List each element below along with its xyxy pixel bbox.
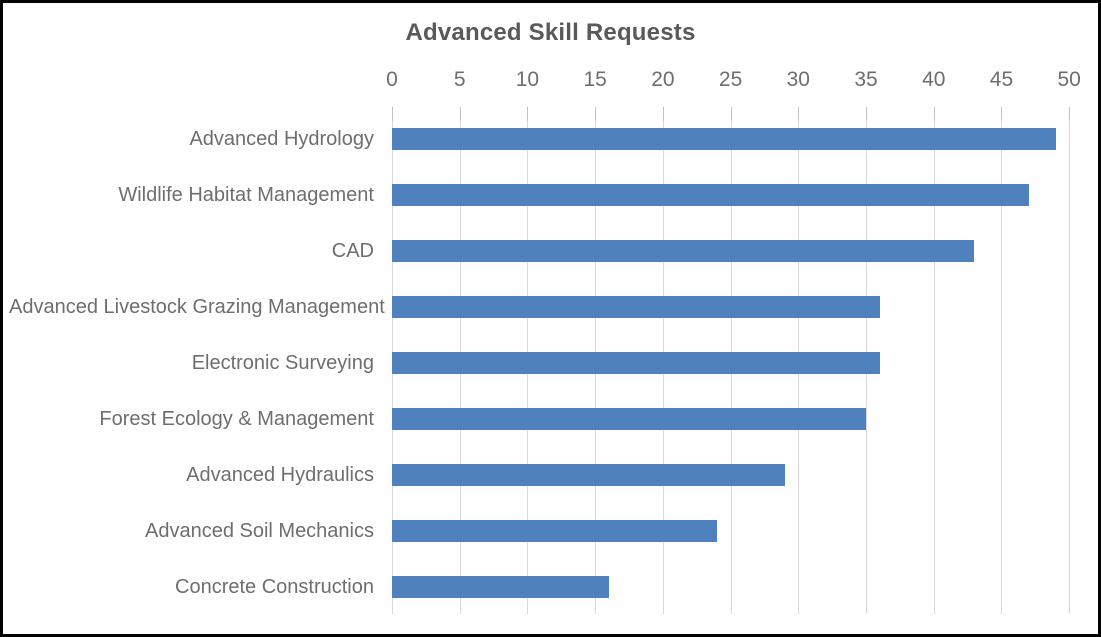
category-label-advanced-hydrology: Advanced Hydrology xyxy=(189,127,374,150)
x-tick-label-35: 35 xyxy=(854,68,878,91)
category-label-concrete-construction: Concrete Construction xyxy=(175,575,374,598)
bar-advanced-hydraulics xyxy=(392,463,785,486)
x-gridline-45 xyxy=(1001,107,1003,614)
x-gridline-40 xyxy=(933,107,935,614)
x-tickmark-25 xyxy=(730,107,732,121)
x-tick-label-15: 15 xyxy=(583,68,607,91)
x-tickmark-15 xyxy=(595,107,597,121)
bar-advanced-soil-mechanics xyxy=(392,519,718,542)
x-tickmark-35 xyxy=(866,107,868,121)
plot-area: 0 5 10 15 20 25 30 35 40 45 50 Advanced Hydrology Wi… xyxy=(3,3,1098,634)
bar-wildlife-habitat-management xyxy=(392,183,1029,206)
x-tickmark-5 xyxy=(459,107,461,121)
x-tick-label-40: 40 xyxy=(922,68,946,91)
chart-title: Advanced Skill Requests xyxy=(405,19,696,46)
x-tickmark-40 xyxy=(933,107,935,121)
category-label-cad: CAD xyxy=(331,239,374,262)
x-tick-label-10: 10 xyxy=(515,68,540,91)
x-tickmark-10 xyxy=(527,107,529,121)
x-tickmark-20 xyxy=(662,107,664,121)
bar-advanced-hydrology xyxy=(392,127,1056,150)
bar-cad xyxy=(392,239,975,262)
x-tickmark-0 xyxy=(392,107,393,121)
x-tickmark-30 xyxy=(798,107,800,121)
x-tick-label-5: 5 xyxy=(453,68,466,91)
category-label-forest-ecology-management: Forest Ecology & Management xyxy=(99,407,374,430)
x-tick-label-0: 0 xyxy=(386,68,398,91)
x-tick-label-45: 45 xyxy=(989,68,1014,91)
x-tickmark-45 xyxy=(1001,107,1003,121)
category-label-wildlife-habitat-management: Wildlife Habitat Management xyxy=(118,183,374,206)
bar-advanced-livestock-grazing-management xyxy=(392,295,880,318)
x-tick-label-20: 20 xyxy=(651,68,675,91)
x-tickmark-50 xyxy=(1069,107,1071,121)
x-gridline-50 xyxy=(1069,107,1071,614)
x-tick-label-30: 30 xyxy=(786,68,810,91)
bar-concrete-construction xyxy=(392,575,609,598)
x-tick-label-50: 50 xyxy=(1057,68,1081,91)
category-label-electronic-surveying: Electronic Surveying xyxy=(191,351,374,374)
category-label-advanced-livestock-grazing-management: Advanced Livestock Grazing Management xyxy=(9,295,385,318)
bar-forest-ecology-management xyxy=(392,407,867,430)
category-label-advanced-soil-mechanics: Advanced Soil Mechanics xyxy=(144,519,374,542)
x-tick-label-25: 25 xyxy=(718,68,743,91)
bar-electronic-surveying xyxy=(392,351,880,374)
category-label-advanced-hydraulics: Advanced Hydraulics xyxy=(186,463,374,486)
